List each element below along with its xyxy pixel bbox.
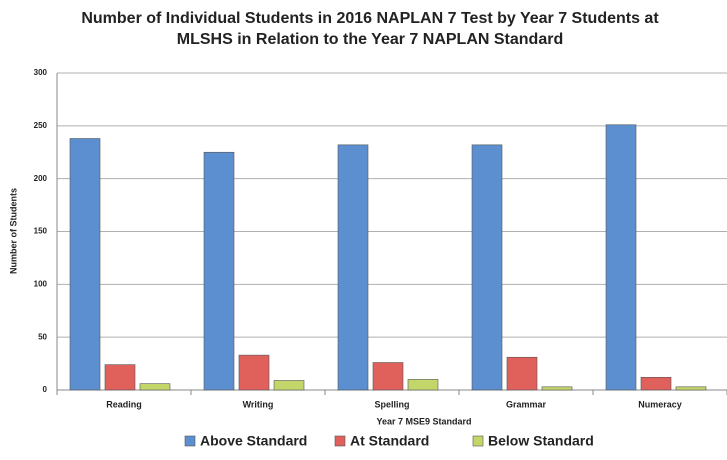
bar — [139, 383, 171, 391]
legend-swatch — [472, 435, 484, 447]
chart-title: Number of Individual Students in 2016 NA… — [81, 10, 659, 48]
x-axis-label: Year 7 MSE9 Standard — [376, 416, 471, 426]
bar — [471, 144, 503, 391]
x-tick-label: Grammar — [506, 399, 547, 409]
legend-label: Below Standard — [488, 433, 594, 449]
bar — [675, 386, 707, 391]
bar — [372, 362, 404, 391]
legend-swatch — [334, 435, 346, 447]
legend-swatch — [184, 435, 196, 447]
x-tick-label: Numeracy — [638, 399, 682, 409]
y-tick-label: 150 — [34, 227, 48, 236]
bar — [541, 386, 573, 391]
y-tick-label: 250 — [34, 121, 48, 130]
x-tick-label: Writing — [243, 399, 274, 409]
bar — [506, 356, 538, 391]
y-axis-label: Number of Students — [8, 188, 18, 274]
bar — [640, 377, 672, 391]
legend-label: Above Standard — [200, 433, 307, 449]
y-tick-label: 300 — [34, 68, 48, 77]
bar — [273, 380, 305, 391]
y-tick-label: 100 — [34, 279, 48, 288]
bar — [605, 124, 637, 391]
bar — [337, 144, 369, 391]
x-tick-label: Spelling — [374, 399, 409, 409]
y-tick-label: 50 — [38, 332, 47, 341]
y-tick-label: 200 — [34, 174, 48, 183]
y-tick-label: 0 — [43, 385, 48, 394]
bar — [407, 379, 439, 391]
bar — [238, 354, 270, 391]
bar — [104, 364, 136, 391]
bar — [203, 151, 235, 391]
legend-label: At Standard — [350, 433, 429, 449]
x-tick-label: Reading — [106, 399, 142, 409]
bar — [69, 138, 101, 391]
